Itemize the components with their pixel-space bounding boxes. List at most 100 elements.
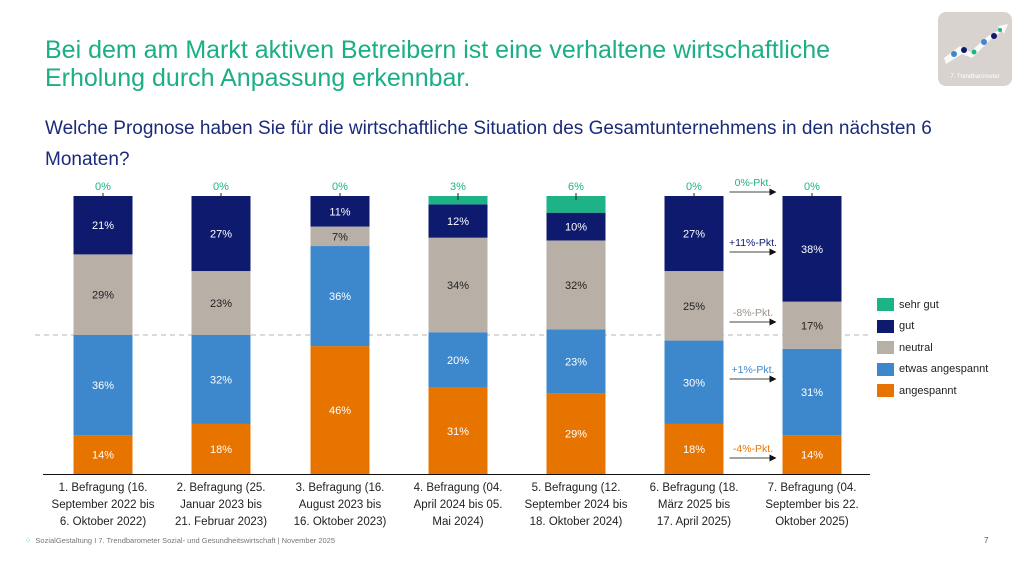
legend-swatch-etwas-angespannt: [877, 362, 894, 376]
x-tick-label: 2. Befragung (25. Januar 2023 bis 21. Febr…: [162, 480, 280, 531]
x-tick-label-line: 1. Befragung (16.: [58, 482, 148, 494]
bar-segment-sehr-gut: [428, 196, 488, 205]
data-label: 32%: [565, 280, 587, 292]
change-label-gut: +11%-Pkt.: [729, 237, 777, 249]
x-tick-label-line: März 2025 bis: [657, 499, 731, 511]
data-label: 46%: [329, 405, 351, 417]
data-label: 14%: [801, 450, 823, 462]
bar-segment-etwas-angespannt: [310, 246, 370, 347]
data-label: 36%: [329, 291, 351, 303]
data-label-sehr-gut: 0%: [213, 181, 229, 193]
bar-segment-gut: [310, 196, 370, 227]
legend-label: etwas angespannt: [899, 363, 989, 376]
bar-segment-angespannt: [782, 435, 842, 474]
legend-item-angespannt: angespannt: [877, 380, 988, 402]
page-number: 7: [984, 536, 989, 545]
data-label: 23%: [210, 298, 232, 310]
data-label-sehr-gut: 0%: [686, 181, 702, 193]
data-label-sehr-gut: 0%: [332, 181, 348, 193]
data-label: 31%: [447, 426, 469, 438]
data-label: 30%: [683, 377, 705, 389]
x-tick-label-line: 18. Oktober 2024): [529, 516, 623, 528]
x-tick-label-line: 6. Oktober 2022): [59, 516, 147, 528]
bar-segment-angespannt: [191, 423, 251, 474]
bar-segment-neutral: [191, 271, 251, 335]
data-label: 14%: [92, 450, 114, 462]
legend-label: gut: [899, 320, 915, 333]
x-tick-label-line: 7. Befragung (04.: [767, 482, 857, 494]
data-label-sehr-gut: 6%: [568, 181, 584, 193]
bar-segment-angespannt: [546, 393, 606, 474]
data-label: 29%: [565, 429, 587, 441]
bar-segment-etwas-angespannt: [782, 348, 842, 436]
data-label-sehr-gut: 0%: [95, 181, 111, 193]
bar-segment-neutral: [546, 240, 606, 330]
chart-legend: sehr gut gut neutral etwas angespannt an…: [877, 294, 988, 402]
x-tick-label-line: September bis 22.: [765, 499, 859, 511]
trendbarometer-badge: 7. Trendbarometer: [938, 12, 1012, 86]
footer-text: I 7. Trendbarometer Sozial- und Gesundhe…: [94, 536, 336, 545]
bar-segment-etwas-angespannt: [664, 340, 724, 424]
x-tick-label-line: September 2022 bis: [51, 499, 155, 511]
x-tick-label: 4. Befragung (04. April 2024 bis 05. Mai 2…: [399, 480, 517, 531]
data-label: 23%: [565, 356, 587, 368]
data-label: 27%: [210, 229, 232, 241]
x-tick-label-line: Mai 2024): [432, 516, 484, 528]
bar-segment-neutral: [664, 271, 724, 341]
arrow-right-icon: [769, 248, 777, 256]
x-tick-label-line: Januar 2023 bis: [180, 499, 262, 511]
data-label: 10%: [565, 222, 587, 234]
data-label-sehr-gut: 0%: [804, 181, 820, 193]
x-tick-label: 3. Befragung (16. August 2023 bis 16. Okto…: [281, 480, 399, 531]
bar-segment-neutral: [73, 254, 133, 335]
chart-question: Welche Prognose haben Sie für die wirtsc…: [45, 118, 932, 170]
data-label: 21%: [92, 220, 114, 232]
data-label: 27%: [683, 229, 705, 241]
bar-segment-etwas-angespannt: [546, 329, 606, 394]
bar-segment-angespannt: [310, 346, 370, 474]
x-tick-label-line: 6. Befragung (18.: [649, 482, 739, 494]
badge-label: 7. Trendbarometer: [950, 74, 1000, 80]
trendbarometer-logo-icon: [944, 24, 1008, 64]
x-tick-label: 5. Befragung (12. September 2024 bis 18. O…: [517, 480, 635, 531]
x-tick-label: 1. Befragung (16. September 2022 bis 6. Ok…: [44, 480, 162, 531]
change-label-neutral: -8%-Pkt.: [733, 307, 773, 319]
bar-segment-sehr-gut: [546, 196, 606, 213]
change-label-sehr-gut: 0%-Pkt.: [735, 177, 772, 189]
x-tick-label-line: September 2024 bis: [524, 499, 628, 511]
data-label: 7%: [332, 231, 348, 243]
bar-segment-angespannt: [664, 423, 724, 474]
bar-segment-neutral: [310, 226, 370, 247]
x-tick-label-line: 5. Befragung (12.: [531, 482, 621, 494]
data-label: 38%: [801, 244, 823, 256]
bar-segment-gut: [428, 204, 488, 238]
data-label: 18%: [683, 444, 705, 456]
bar-segment-gut: [546, 212, 606, 241]
data-label: 18%: [210, 444, 232, 456]
bar-segment-etwas-angespannt: [73, 335, 133, 436]
bar-segment-angespannt: [428, 387, 488, 474]
data-label: 20%: [447, 355, 469, 367]
x-tick-label-line: 3. Befragung (16.: [295, 482, 385, 494]
bar-segment-etwas-angespannt: [428, 332, 488, 388]
x-tick-label-line: 17. April 2025): [656, 516, 732, 528]
x-tick-label-line: August 2023 bis: [298, 499, 382, 511]
data-label: 17%: [801, 320, 823, 332]
legend-swatch-angespannt: [877, 384, 894, 398]
data-label: 12%: [447, 216, 469, 228]
x-tick-label-line: April 2024 bis 05.: [413, 499, 503, 511]
bar-segment-gut: [73, 196, 133, 255]
data-label: 31%: [801, 387, 823, 399]
legend-item-sehr-gut: sehr gut: [877, 294, 988, 316]
data-label: 11%: [329, 206, 350, 218]
x-tick-label: 7. Befragung (04. September bis 22. Oktobe…: [753, 480, 871, 531]
arrow-right-icon: [769, 318, 777, 326]
x-tick-label-line: 2. Befragung (25.: [176, 482, 266, 494]
x-tick-label-line: Oktober 2025): [775, 516, 849, 528]
data-label: 34%: [447, 280, 469, 292]
slide-headline: Bei dem am Markt aktiven Betreibern ist …: [45, 36, 831, 92]
legend-item-neutral: neutral: [877, 337, 988, 359]
legend-swatch-gut: [877, 319, 894, 333]
legend-swatch-neutral: [877, 341, 894, 355]
